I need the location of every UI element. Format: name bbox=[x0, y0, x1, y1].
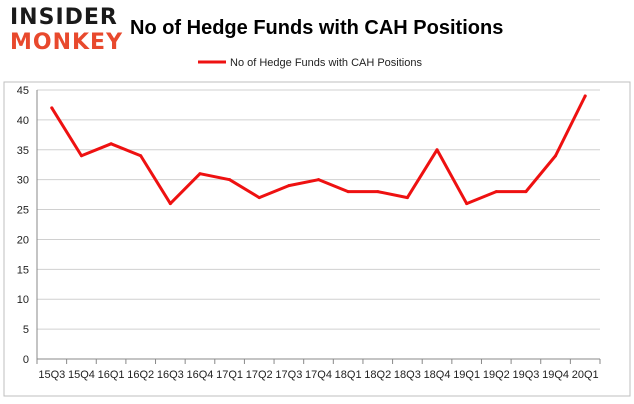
y-tick-label: 25 bbox=[17, 205, 29, 217]
y-axis-ticks: 0 5 10 15 20 25 30 35 40 45 bbox=[17, 85, 29, 366]
data-point bbox=[376, 190, 380, 194]
data-point bbox=[198, 172, 202, 176]
data-point bbox=[554, 154, 558, 158]
x-tick-label: 18Q2 bbox=[364, 369, 391, 381]
gridlines bbox=[36, 89, 600, 360]
x-tick-label: 15Q4 bbox=[68, 369, 95, 381]
chart-frame bbox=[3, 81, 631, 397]
data-point bbox=[494, 190, 498, 194]
plot-area bbox=[3, 81, 631, 397]
data-point bbox=[228, 178, 232, 182]
x-tick-label: 16Q1 bbox=[98, 369, 125, 381]
y-tick-label: 15 bbox=[17, 264, 29, 276]
data-point bbox=[524, 190, 528, 194]
x-axis-ticks: 15Q3 15Q4 16Q1 16Q2 16Q3 16Q4 17Q1 17Q2 17Q3 17Q4… bbox=[36, 359, 601, 381]
x-tick-label: 17Q4 bbox=[305, 369, 332, 381]
data-point bbox=[405, 196, 409, 200]
data-point bbox=[109, 142, 113, 146]
data-point bbox=[465, 202, 469, 206]
logo-text-bottom: MONKEY bbox=[10, 30, 123, 55]
data-point bbox=[317, 178, 320, 182]
x-tick-label: 17Q2 bbox=[246, 369, 273, 381]
y-tick-label: 20 bbox=[17, 234, 29, 246]
data-point bbox=[168, 202, 172, 206]
x-tick-label: 16Q3 bbox=[157, 369, 184, 381]
x-tick-label: 18Q4 bbox=[424, 369, 451, 381]
y-tick-label: 45 bbox=[17, 85, 29, 97]
chart-title: No of Hedge Funds with CAH Positions bbox=[130, 17, 503, 39]
y-tick-label: 35 bbox=[17, 145, 29, 157]
y-tick-label: 10 bbox=[17, 294, 29, 306]
data-point bbox=[435, 148, 439, 152]
data-point bbox=[257, 196, 261, 200]
series-layer bbox=[50, 94, 587, 206]
x-tick-label: 15Q3 bbox=[38, 369, 65, 381]
legend: No of Hedge Funds with CAH Positions bbox=[198, 57, 422, 69]
data-point bbox=[346, 190, 350, 194]
x-tick-label: 19Q3 bbox=[512, 369, 539, 381]
data-point bbox=[139, 154, 143, 158]
data-point bbox=[79, 154, 83, 158]
x-tick-label: 16Q4 bbox=[187, 369, 214, 381]
y-tick-label: 0 bbox=[23, 354, 29, 366]
logo-text-top: INSIDER bbox=[10, 5, 118, 30]
insider-monkey-logo: INSIDER MONKEY bbox=[10, 5, 123, 55]
x-tick-label: 17Q1 bbox=[216, 369, 243, 381]
x-tick-label: 16Q2 bbox=[127, 369, 154, 381]
y-tick-label: 5 bbox=[23, 324, 29, 336]
y-tick-label: 30 bbox=[17, 175, 29, 187]
y-tick-label: 40 bbox=[17, 115, 29, 127]
x-tick-label: 19Q1 bbox=[453, 369, 480, 381]
x-tick-label: 18Q1 bbox=[335, 369, 362, 381]
data-point bbox=[50, 106, 54, 110]
legend-label: No of Hedge Funds with CAH Positions bbox=[230, 57, 422, 69]
data-point bbox=[583, 94, 587, 98]
x-tick-label: 17Q3 bbox=[275, 369, 302, 381]
x-tick-label: 18Q3 bbox=[394, 369, 421, 381]
data-point bbox=[287, 184, 291, 188]
x-tick-label: 19Q2 bbox=[483, 369, 510, 381]
x-tick-label: 19Q4 bbox=[542, 369, 569, 381]
x-tick-label: 20Q1 bbox=[572, 369, 599, 381]
